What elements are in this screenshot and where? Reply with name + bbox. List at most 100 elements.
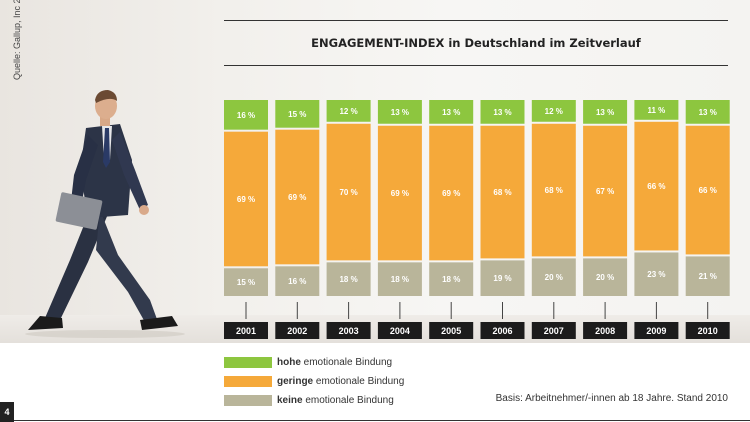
year-label-box-2004 (377, 322, 422, 339)
year-label-2010: 2010 (698, 326, 718, 336)
year-label-2005: 2005 (441, 326, 461, 336)
data-label-geringe-2005: 69 % (442, 189, 460, 198)
data-label-keine-2010: 21 % (699, 272, 717, 281)
year-label-box-2009 (634, 322, 679, 339)
data-label-hohe-2006: 13 % (493, 108, 511, 117)
bar-segment-geringe-2005 (429, 125, 474, 261)
data-label-keine-2003: 18 % (339, 275, 357, 284)
legend-label-keine: emotionale Bindung (302, 394, 394, 406)
bar-segment-hohe-2003 (326, 100, 371, 122)
bar-segment-geringe-2003 (326, 123, 371, 261)
bar-segment-geringe-2007 (531, 123, 576, 257)
data-label-keine-2004: 18 % (391, 275, 409, 284)
bar-segment-keine-2002 (275, 266, 320, 296)
data-label-keine-2001: 15 % (237, 278, 255, 287)
bar-segment-keine-2001 (224, 268, 268, 296)
data-label-hohe-2001: 16 % (237, 111, 255, 120)
title-top-rule (224, 20, 728, 21)
year-label-box-2008 (583, 322, 628, 339)
year-label-box-2002 (275, 322, 320, 339)
legend-item-hohe: hohe emotionale Bindung (224, 356, 392, 368)
year-label-2008: 2008 (595, 326, 615, 336)
data-label-hohe-2005: 13 % (442, 108, 460, 117)
data-label-keine-2007: 20 % (545, 273, 563, 282)
year-label-box-2006 (480, 322, 525, 339)
bar-segment-hohe-2010 (685, 100, 730, 124)
data-label-geringe-2009: 66 % (647, 182, 665, 191)
year-label-box-2001 (224, 322, 268, 339)
data-label-keine-2009: 23 % (647, 270, 665, 279)
year-label-box-2005 (429, 322, 474, 339)
bar-segment-keine-2008 (583, 258, 628, 296)
bar-segment-geringe-2009 (634, 121, 679, 251)
data-label-hohe-2002: 15 % (288, 110, 306, 119)
year-label-2004: 2004 (390, 326, 410, 336)
data-label-hohe-2004: 13 % (391, 108, 409, 117)
legend-item-keine: keine emotionale Bindung (224, 394, 394, 406)
year-label-2001: 2001 (236, 326, 256, 336)
bar-segment-geringe-2004 (377, 125, 422, 261)
bar-segment-keine-2010 (685, 256, 730, 296)
bar-segment-keine-2007 (531, 258, 576, 296)
title-bottom-rule (224, 65, 728, 66)
data-label-geringe-2007: 68 % (545, 186, 563, 195)
legend-label-geringe: emotionale Bindung (313, 375, 405, 387)
bar-segment-keine-2004 (377, 262, 422, 296)
walking-businessman-illustration (25, 90, 185, 338)
bar-segment-keine-2005 (429, 262, 474, 296)
bar-segment-hohe-2005 (429, 100, 474, 124)
legend-item-geringe: geringe emotionale Bindung (224, 375, 404, 387)
legend-keyword-hohe: hohe (277, 356, 301, 368)
year-label-2007: 2007 (544, 326, 564, 336)
bar-segment-keine-2009 (634, 252, 679, 296)
data-label-geringe-2004: 69 % (391, 189, 409, 198)
year-label-2002: 2002 (287, 326, 307, 336)
data-label-hohe-2009: 11 % (648, 106, 666, 115)
legend-swatch-hohe (224, 356, 272, 368)
year-label-2003: 2003 (339, 326, 359, 336)
basis-note: Basis: Arbeitnehmer/-innen ab 18 Jahre. … (495, 393, 728, 404)
legend-keyword-keine: keine (277, 394, 303, 406)
bar-segment-hohe-2007 (531, 100, 576, 122)
bar-segment-geringe-2010 (685, 125, 730, 255)
legend-swatch-geringe (224, 375, 272, 387)
bar-segment-keine-2006 (480, 260, 525, 296)
year-label-box-2003 (326, 322, 371, 339)
page-number: 4 (0, 402, 14, 422)
year-label-2006: 2006 (492, 326, 512, 336)
bar-segment-geringe-2008 (583, 125, 628, 257)
bar-segment-hohe-2009 (634, 100, 679, 120)
bar-segment-hohe-2001 (224, 100, 268, 130)
data-label-geringe-2006: 68 % (493, 188, 511, 197)
bar-segment-geringe-2001 (224, 131, 268, 267)
data-label-hohe-2003: 12 % (339, 107, 357, 116)
bar-segment-geringe-2002 (275, 129, 320, 265)
bar-segment-hohe-2008 (583, 100, 628, 124)
bar-segment-geringe-2006 (480, 125, 525, 259)
bottom-rule (14, 420, 750, 421)
legend-swatch-keine (224, 394, 272, 406)
data-label-keine-2008: 20 % (596, 273, 614, 282)
data-label-geringe-2010: 66 % (699, 186, 717, 195)
data-label-geringe-2008: 67 % (596, 187, 614, 196)
bar-segment-hohe-2004 (377, 100, 422, 124)
data-label-geringe-2002: 69 % (288, 193, 306, 202)
year-label-box-2007 (531, 322, 576, 339)
legend-keyword-geringe: geringe (277, 375, 314, 387)
data-label-geringe-2003: 70 % (339, 188, 357, 197)
data-label-geringe-2001: 69 % (237, 195, 255, 204)
data-label-hohe-2008: 13 % (596, 108, 614, 117)
legend-label-hohe: emotionale Bindung (300, 356, 393, 368)
bar-segment-hohe-2006 (480, 100, 525, 124)
chart-title: ENGAGEMENT-INDEX in Deutschland im Zeitv… (311, 36, 641, 50)
data-label-hohe-2007: 12 % (545, 107, 563, 116)
year-label-box-2010 (685, 322, 730, 339)
data-label-hohe-2010: 13 % (699, 108, 717, 117)
data-label-keine-2006: 19 % (493, 274, 511, 283)
bar-segment-hohe-2002 (275, 100, 320, 128)
year-label-2009: 2009 (646, 326, 666, 336)
data-label-keine-2002: 16 % (288, 277, 306, 286)
data-label-keine-2005: 18 % (442, 275, 460, 284)
bar-segment-keine-2003 (326, 262, 371, 296)
